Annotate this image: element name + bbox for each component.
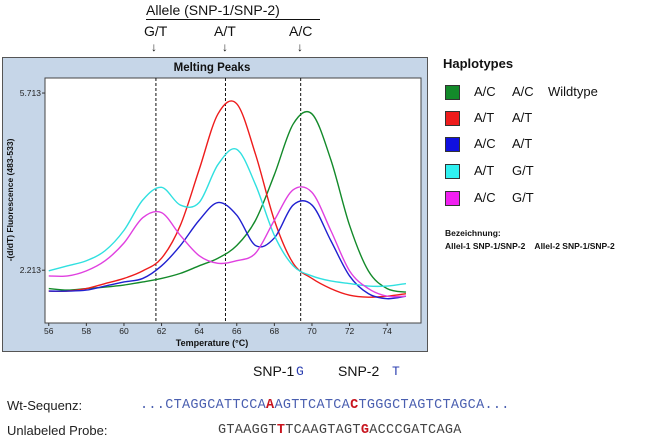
chart-title: Melting Peaks bbox=[174, 62, 251, 74]
x-tick-label: 58 bbox=[82, 326, 92, 336]
legend-allele2: A/C bbox=[512, 84, 534, 99]
series-line bbox=[48, 100, 407, 298]
y-axis-label: -(d/dT) Fluorescence (483-533) bbox=[5, 138, 15, 261]
snp2-highlight: C bbox=[350, 398, 359, 413]
x-tick-label: 68 bbox=[270, 326, 280, 336]
legend-swatch bbox=[445, 191, 460, 206]
x-tick-label: 56 bbox=[44, 326, 54, 336]
arrow-down-icon: ↓ bbox=[222, 40, 228, 54]
bezeichnung-title: Bezeichnung: bbox=[445, 228, 501, 238]
legend-swatch bbox=[445, 137, 460, 152]
y-tick-label: 5.713 bbox=[20, 88, 42, 98]
legend-allele1: A/C bbox=[474, 84, 496, 99]
legend-allele2: G/T bbox=[512, 163, 534, 178]
legend-allele2: A/T bbox=[512, 136, 533, 151]
x-tick-label: 74 bbox=[382, 326, 392, 336]
bezeichnung-text: Allel-1 SNP-1/SNP-2 Allel-2 SNP-1/SNP-2 bbox=[445, 241, 615, 251]
x-tick-label: 70 bbox=[307, 326, 317, 336]
seq-part: TGGGCTAGTCTAGCA... bbox=[358, 398, 510, 413]
series-line bbox=[48, 200, 407, 300]
arrow-down-icon: ↓ bbox=[151, 40, 157, 54]
snp2-label: SNP-2 bbox=[338, 363, 380, 379]
legend-allele1: A/C bbox=[474, 190, 496, 205]
probe-sequence: GTAAGGTTTCAAGTAGTGACCCGATCAGA bbox=[218, 423, 462, 438]
wt-sequence-label: Wt-Sequenz: bbox=[7, 398, 83, 413]
snp2-highlight: G bbox=[360, 423, 370, 438]
legend-swatch bbox=[445, 85, 460, 100]
legend-allele1: A/T bbox=[474, 110, 495, 125]
legend-allele1: A/C bbox=[474, 136, 496, 151]
legend-swatch bbox=[445, 111, 460, 126]
series-line bbox=[48, 110, 407, 293]
allele-label: Allele (SNP-1/SNP-2) bbox=[146, 2, 280, 18]
arrow-down-icon: ↓ bbox=[297, 40, 303, 54]
legend-note: Wildtype bbox=[548, 84, 598, 99]
melting-peaks-chart: Melting Peaks 56 58 60 62 64 66 68 70 72 74 2.213 5… bbox=[5, 62, 422, 348]
seq-part: TCAAGTAGT bbox=[285, 423, 361, 438]
peak-label-ac: A/C bbox=[289, 23, 313, 39]
series-line bbox=[48, 148, 407, 288]
snp2-base: T bbox=[392, 364, 400, 379]
snp1-highlight: A bbox=[266, 398, 275, 413]
x-tick-label: 66 bbox=[232, 326, 242, 336]
legend-allele2: G/T bbox=[512, 190, 534, 205]
legend-allele2: A/T bbox=[512, 110, 533, 125]
seq-part: GTAAGGT bbox=[218, 423, 277, 438]
legend-allele1: A/T bbox=[474, 163, 495, 178]
snp1-base: G bbox=[296, 364, 304, 379]
peak-label-at: A/T bbox=[214, 23, 236, 39]
legend-swatch bbox=[445, 164, 460, 179]
x-tick-label: 62 bbox=[157, 326, 167, 336]
snp1-highlight: T bbox=[276, 423, 286, 438]
snp1-label: SNP-1 bbox=[253, 363, 295, 379]
y-tick-label: 2.213 bbox=[20, 265, 42, 275]
allele-bracket bbox=[146, 19, 320, 20]
peak-label-gt: G/T bbox=[144, 23, 168, 39]
seq-part: AGTTCATCA bbox=[274, 398, 351, 413]
series-line bbox=[48, 186, 406, 298]
x-tick-label: 64 bbox=[194, 326, 204, 336]
probe-label: Unlabeled Probe: bbox=[7, 423, 108, 438]
seq-part: ACCCGATCAGA bbox=[369, 423, 462, 438]
x-tick-label: 72 bbox=[345, 326, 355, 336]
seq-part: ...CTAGGCATTCCA bbox=[140, 398, 267, 413]
legend-title: Haplotypes bbox=[443, 56, 514, 71]
x-tick-label: 60 bbox=[119, 326, 129, 336]
x-axis-label: Temperature (°C) bbox=[176, 338, 248, 348]
wt-sequence: ...CTAGGCATTCCAAAGTTCATCACTGGGCTAGTCTAGC… bbox=[140, 398, 510, 413]
